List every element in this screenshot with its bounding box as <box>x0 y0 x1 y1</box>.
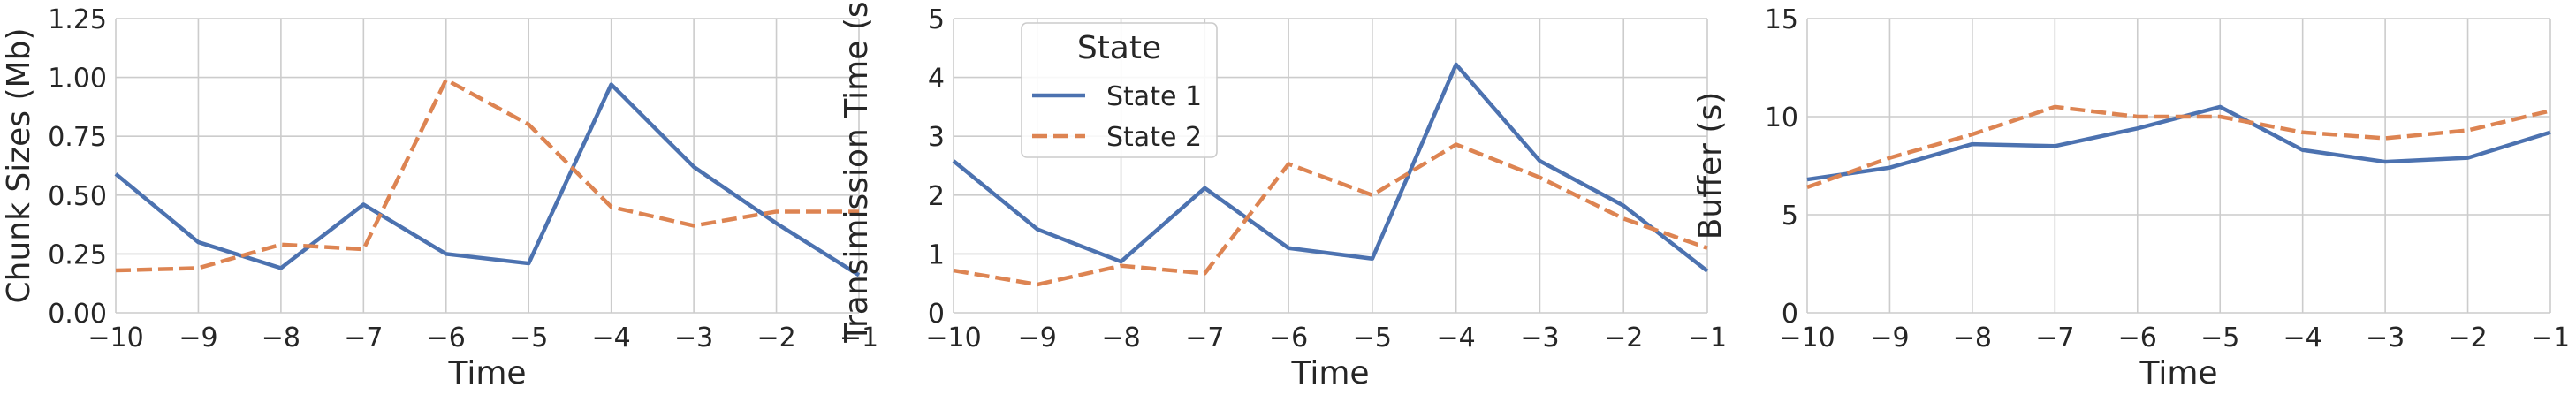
x-tick-label: −3 <box>2366 323 2405 353</box>
y-tick-label: 5 <box>928 4 945 35</box>
y-tick-label: 15 <box>1765 4 1798 35</box>
chart-panel-1: 0.00 0.25 0.50 0.75 1.00 1.25 −10 −9 −8 −7 −6 −5 −4 −… <box>1 4 878 391</box>
x-tick-label: −4 <box>1437 323 1476 353</box>
y-tick-label: 4 <box>928 64 945 95</box>
x-axis-label: Time <box>1290 355 1369 391</box>
y-tick-label: 0.75 <box>48 122 107 153</box>
x-tick-label: −4 <box>2283 323 2322 353</box>
x-tick-label: −9 <box>1018 323 1057 353</box>
y-tick-label: 0.25 <box>48 239 107 270</box>
x-tick-label: −1 <box>1688 323 1727 353</box>
x-tick-label: −3 <box>1520 323 1559 353</box>
legend-entry-1: State 1 <box>1106 81 1202 112</box>
series-line-1 <box>114 82 861 277</box>
x-tick-label: −8 <box>1101 323 1140 353</box>
x-tick-label: −5 <box>1353 323 1392 353</box>
series-line-2 <box>1806 104 2551 190</box>
x-tick-label: −3 <box>674 323 713 353</box>
x-tick-label: −6 <box>1269 323 1308 353</box>
x-tick-label: −10 <box>925 323 981 353</box>
series-line-2 <box>115 78 859 273</box>
x-tick-label: −2 <box>756 323 795 353</box>
y-tick-label: 0 <box>928 299 945 330</box>
legend-entry-2: State 2 <box>1106 122 1202 153</box>
x-tick-label: −10 <box>1779 323 1835 353</box>
x-tick-label: −4 <box>592 323 631 353</box>
x-tick-label: −2 <box>1604 323 1643 353</box>
x-tick-label: −5 <box>2200 323 2239 353</box>
series-line-1 <box>952 62 1709 273</box>
y-tick-label: 1.25 <box>48 4 107 35</box>
legend-frame <box>1021 22 1218 158</box>
legend-title: State <box>1077 30 1161 66</box>
x-tick-label: −6 <box>2118 323 2157 353</box>
chart-panel-3: 0 5 10 15 −10 −9 −8 −7 −6 −5 −4 −3 −2 −1 Time Buffer (s… <box>1692 4 2570 391</box>
y-tick-label: 5 <box>1782 201 1798 232</box>
y-tick-label: 3 <box>928 122 945 153</box>
y-tick-label: 0.00 <box>48 299 107 330</box>
y-axis-label: Transimission Time (s) <box>839 0 875 344</box>
x-tick-label: −10 <box>87 323 143 353</box>
x-tick-label: −5 <box>509 323 548 353</box>
legend: State State 1 State 2 <box>1021 22 1218 158</box>
x-tick-label: −8 <box>262 323 300 353</box>
x-tick-label: −8 <box>1953 323 1992 353</box>
x-tick-label: −1 <box>840 323 878 353</box>
x-axis-label: Time <box>2139 355 2217 391</box>
y-tick-label: 10 <box>1765 103 1798 133</box>
x-tick-label: −9 <box>179 323 217 353</box>
y-tick-label: 2 <box>928 181 945 212</box>
x-tick-label: −7 <box>1185 323 1224 353</box>
y-tick-label: 1.00 <box>48 64 107 95</box>
y-tick-label: 0 <box>1782 299 1798 330</box>
x-tick-label: −1 <box>2531 323 2570 353</box>
x-tick-label: −2 <box>2448 323 2487 353</box>
x-tick-label: −6 <box>427 323 466 353</box>
chart-panel-2: 0 1 2 3 4 5 −10 −9 −8 −7 −6 −5 −4 −3 −2 −1 Time Transimis… <box>839 0 1727 391</box>
x-tick-label: −7 <box>344 323 383 353</box>
y-tick-label: 1 <box>928 239 945 270</box>
x-axis-label: Time <box>447 355 526 391</box>
y-axis-label: Buffer (s) <box>1692 92 1729 240</box>
series-line-2 <box>953 142 1708 287</box>
x-tick-label: −9 <box>1870 323 1909 353</box>
y-tick-label: 0.50 <box>48 181 107 212</box>
y-axis-label: Chunk Sizes (Mb) <box>1 28 37 304</box>
x-tick-label: −7 <box>2035 323 2074 353</box>
